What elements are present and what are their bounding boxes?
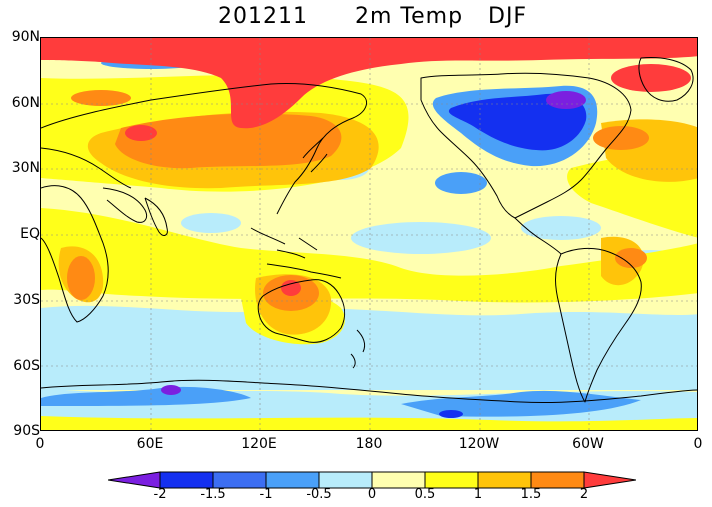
lat-label-60s: 60S	[13, 358, 40, 374]
colorbar-cell	[371, 471, 426, 489]
lon-label-0-left: 0	[35, 436, 45, 452]
lat-label-90s: 90S	[13, 423, 40, 439]
lat-label-30n: 30N	[11, 160, 40, 176]
title-variable: 2m Temp	[355, 4, 464, 29]
lon-label-60e: 60E	[136, 436, 164, 452]
map-title: 201211 2m Temp DJF	[0, 4, 712, 34]
colorbar-label: 0	[367, 487, 377, 502]
lon-label-60w: 60W	[572, 436, 604, 452]
colorbar	[108, 471, 636, 489]
title-date: 201211	[218, 4, 308, 29]
colorbar-label: -0.5	[306, 487, 332, 502]
colorbar-label: 2	[579, 487, 589, 502]
colorbar-cell	[212, 471, 267, 489]
lat-label-30s: 30S	[13, 292, 40, 308]
colorbar-cell	[318, 471, 373, 489]
lon-label-120e: 120E	[241, 436, 277, 452]
colorbar-label: 0.5	[414, 487, 436, 502]
colorbar-cells	[159, 471, 585, 489]
anomaly-map	[40, 37, 698, 431]
colorbar-arrow-right	[583, 471, 636, 489]
cold-regions-deep	[161, 91, 587, 418]
colorbar-arrow-left	[108, 471, 161, 489]
colorbar-cell	[265, 471, 320, 489]
colorbar-label: -2	[153, 487, 167, 502]
colorbar-cell	[159, 471, 214, 489]
coastlines	[41, 57, 697, 404]
lon-label-0-right: 0	[693, 436, 703, 452]
colorbar-cell	[530, 471, 585, 489]
colorbar-label: 1.5	[520, 487, 542, 502]
colorbar-label: 1	[473, 487, 483, 502]
lon-label-180: 180	[355, 436, 383, 452]
colorbar-label: -1	[259, 487, 273, 502]
colorbar-label: -1.5	[200, 487, 226, 502]
title-season: DJF	[488, 4, 528, 29]
warm-regions-red	[41, 38, 697, 296]
lon-label-120w: 120W	[458, 436, 500, 452]
lat-label-90n: 90N	[11, 29, 40, 45]
graticule	[41, 38, 697, 430]
lat-label-eq: EQ	[20, 226, 40, 242]
anomaly-map-svg	[41, 38, 697, 430]
lat-label-60n: 60N	[11, 95, 40, 111]
colorbar-cell	[424, 471, 479, 489]
colorbar-cell	[477, 471, 532, 489]
